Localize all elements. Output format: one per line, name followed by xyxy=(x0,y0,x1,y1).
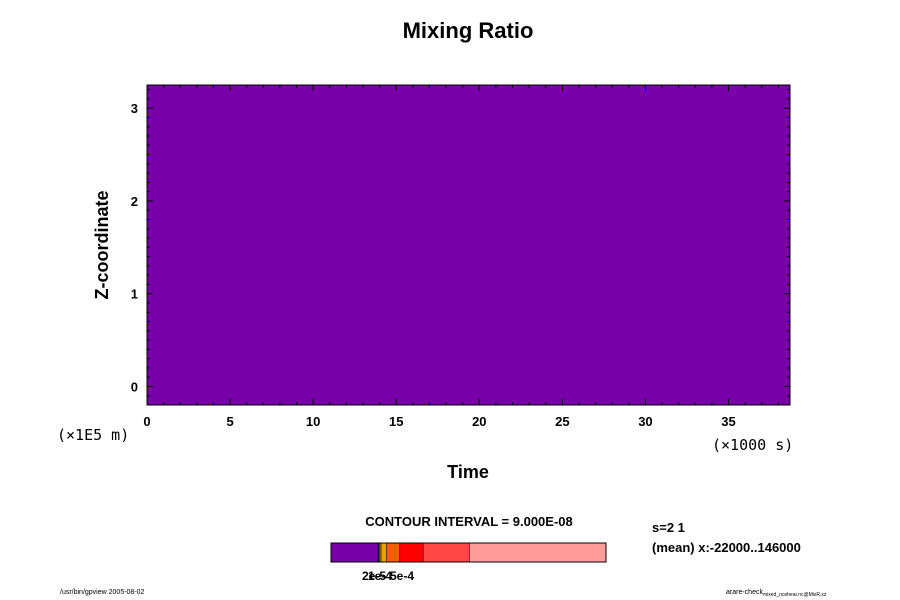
y-axis-label: Z-coordinate xyxy=(92,190,112,299)
info-line-scale: s=2 1 xyxy=(652,520,685,535)
x-tick-label: 0 xyxy=(143,414,150,429)
colorbar-label: 2e-5 xyxy=(362,569,386,583)
y-axis-ticks: 0 1 2 3 xyxy=(131,89,790,397)
colorbar xyxy=(330,543,606,562)
x-tick-label: 30 xyxy=(638,414,652,429)
colorbar-segment xyxy=(423,543,470,562)
y-tick-label: 2 xyxy=(131,194,138,209)
colorbar-frame xyxy=(330,542,607,563)
colorbar-segment xyxy=(399,543,424,562)
y-tick-label: 0 xyxy=(131,379,138,394)
colorbar-segment xyxy=(469,543,606,562)
footer-right-main: arare-check xyxy=(726,589,763,596)
colorbar-labels: 2e-51e-45e-4 xyxy=(362,569,414,583)
x-tick-label: 5 xyxy=(226,414,233,429)
x-tick-label: 15 xyxy=(389,414,403,429)
x-axis-ticks: 0 5 10 15 20 25 30 35 xyxy=(143,85,779,429)
x-tick-label: 35 xyxy=(721,414,735,429)
colorbar-segment xyxy=(381,543,387,562)
colorbar-segment xyxy=(331,543,378,562)
footer-right: arare-checkmixed_noshear.nc@MixR,xz xyxy=(726,589,826,598)
colorbar-label: 1e-4 xyxy=(368,569,392,583)
colorbar-segment xyxy=(378,543,380,562)
info-line-mean: (mean) x:-22000..146000 xyxy=(652,540,801,555)
x-tick-label: 25 xyxy=(555,414,569,429)
y-axis-unit: (×1E5 m) xyxy=(57,426,129,444)
contour-interval: CONTOUR INTERVAL = 9.000E-08 xyxy=(365,514,572,529)
x-axis-label: Time xyxy=(447,462,489,482)
x-tick-label: 20 xyxy=(472,414,486,429)
colorbar-segment xyxy=(379,543,382,562)
x-axis-unit: (×1000 s) xyxy=(712,436,793,454)
x-tick-label: 10 xyxy=(306,414,320,429)
y-tick-label: 1 xyxy=(131,287,138,302)
colorbar-label: 5e-4 xyxy=(390,569,414,583)
chart-title: Mixing Ratio xyxy=(403,18,534,43)
footer-left: /usr/bin/gpview 2005-08-02 xyxy=(60,589,145,596)
y-tick-label: 3 xyxy=(131,101,138,116)
plot-field xyxy=(146,84,791,406)
colorbar-segment xyxy=(377,543,379,562)
colorbar-segment xyxy=(386,543,400,562)
footer-right-sub: mixed_noshear.nc@MixR,xz xyxy=(762,592,827,598)
